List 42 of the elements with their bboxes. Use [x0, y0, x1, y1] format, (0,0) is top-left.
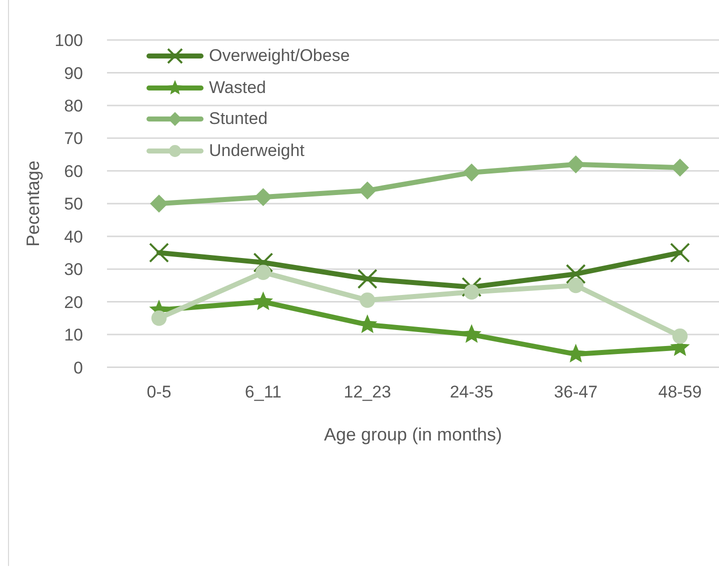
x-tick-label: 36-47 [554, 382, 598, 402]
y-tick-label: 0 [74, 358, 83, 378]
point [254, 188, 272, 206]
point [253, 252, 274, 273]
y-tick-label: 40 [64, 227, 83, 246]
legend-label: Underweight [209, 140, 304, 161]
x-tick-label: 24-35 [450, 382, 494, 402]
y-tick-label: 80 [64, 96, 83, 116]
x-tick-label: 48-59 [658, 382, 702, 402]
point [256, 264, 271, 280]
point [566, 264, 586, 284]
point [462, 164, 481, 182]
point [151, 310, 167, 326]
point [670, 242, 690, 263]
y-tick-label: 60 [64, 162, 83, 181]
point [566, 155, 585, 174]
y-tick-label: 70 [64, 129, 83, 148]
y-tick-label: 90 [64, 64, 83, 83]
x-axis-title: Age group (in months) [324, 424, 502, 444]
y-tick-label: 50 [64, 194, 83, 214]
y-axis-title: Pecentage [23, 160, 43, 247]
legend-label: Wasted [209, 78, 266, 98]
y-tick-label: 100 [54, 31, 83, 50]
point [568, 278, 584, 294]
y-tick-label: 20 [64, 292, 83, 312]
point [150, 194, 168, 213]
legend-label: Stunted [209, 109, 268, 130]
y-tick-label: 10 [64, 326, 83, 345]
x-tick-label: 6_11 [244, 382, 282, 402]
x-tick-label: 12_23 [344, 382, 392, 402]
point [672, 328, 688, 344]
point [149, 242, 169, 263]
point [357, 268, 378, 289]
x-tick-label: 0-5 [146, 382, 172, 402]
point [253, 291, 274, 310]
point [671, 158, 689, 177]
point [462, 277, 482, 298]
point [462, 324, 482, 343]
legend-label: Overweight/Obese [209, 46, 350, 66]
point [360, 292, 376, 308]
y-tick-label: 30 [64, 260, 83, 280]
point [464, 284, 480, 300]
